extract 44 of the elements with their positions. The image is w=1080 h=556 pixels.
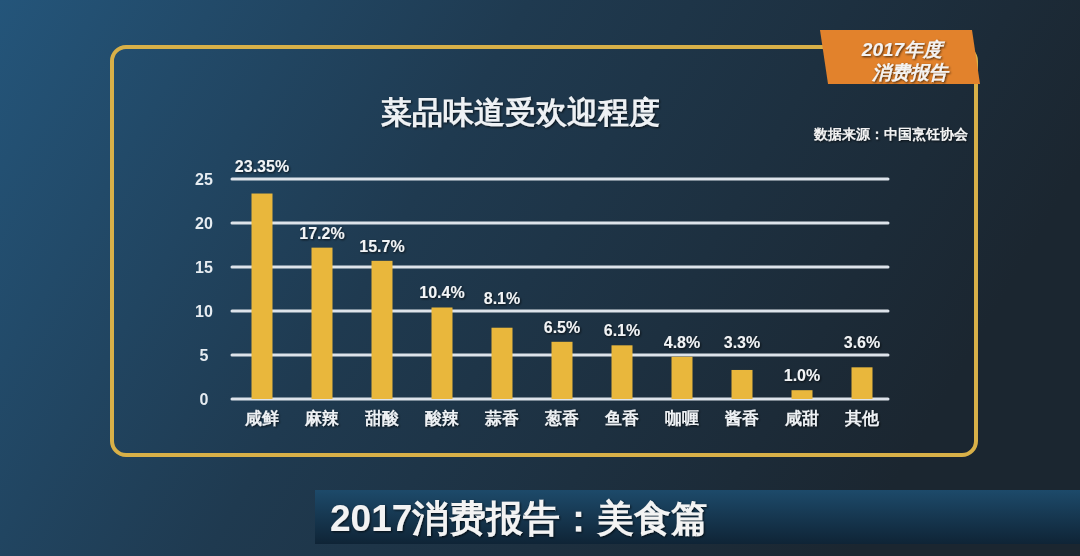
- x-tick-label: 甜酸: [364, 409, 400, 428]
- y-tick-label: 25: [195, 171, 213, 188]
- text: 2017消费报告：美食篇: [330, 498, 709, 539]
- bar: [611, 345, 633, 399]
- data-label: 6.5%: [543, 318, 581, 336]
- bar: [851, 367, 873, 399]
- y-tick-label: 5: [199, 347, 209, 364]
- bar: [671, 356, 693, 399]
- bar: [431, 307, 453, 399]
- x-tick-label: 咖喱: [665, 409, 699, 428]
- x-tick-label: 鱼香: [604, 409, 640, 428]
- x-tick-label: 咸鲜: [244, 409, 279, 428]
- x-tick-label: 麻辣: [304, 409, 340, 428]
- data-label: 4.8%: [663, 333, 701, 351]
- bar: [551, 341, 573, 399]
- x-tick-label: 其他: [844, 409, 880, 428]
- y-tick-label: 0: [199, 391, 209, 408]
- bar: [731, 369, 753, 399]
- x-tick-label: 咸甜: [784, 409, 819, 428]
- text: 2017年度: [860, 39, 947, 60]
- y-tick-label: 15: [195, 259, 213, 276]
- data-label: 3.3%: [723, 334, 761, 351]
- data-label: 15.7%: [359, 237, 405, 255]
- data-label: 23.35%: [234, 158, 290, 175]
- bar: [251, 193, 273, 399]
- data-label: 10.4%: [419, 284, 465, 302]
- x-tick-label: 葱香: [544, 409, 580, 428]
- x-tick-label: 蒜香: [484, 409, 520, 428]
- data-label: 8.1%: [483, 290, 521, 307]
- x-tick-label: 酱香: [724, 409, 760, 428]
- bar: [791, 390, 813, 399]
- data-label: 6.1%: [603, 322, 641, 340]
- y-tick-label: 10: [195, 303, 213, 320]
- x-tick-label: 酸辣: [425, 409, 460, 428]
- bar: [311, 247, 333, 399]
- text: 消费报告: [871, 62, 950, 83]
- data-label: 3.6%: [843, 334, 881, 351]
- bar: [491, 327, 513, 399]
- data-label: 1.0%: [783, 367, 821, 385]
- source-note: 数据来源：中国烹饪协会: [813, 126, 969, 142]
- chart-title: 菜品味道受欢迎程度: [379, 95, 660, 130]
- data-label: 17.2%: [299, 224, 345, 242]
- bar: [371, 260, 393, 399]
- y-tick-label: 20: [195, 215, 213, 232]
